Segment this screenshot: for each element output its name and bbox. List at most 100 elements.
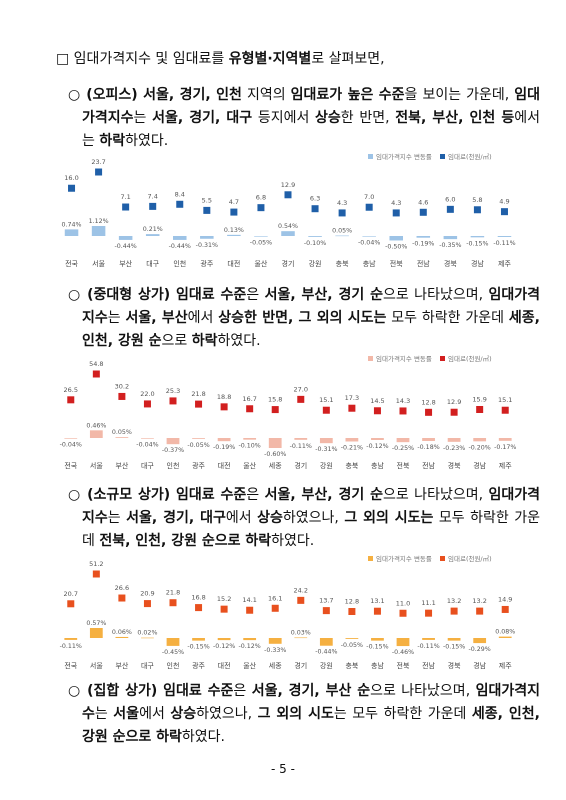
- rent-marker: [450, 607, 458, 615]
- change-bar: [145, 234, 160, 236]
- rent-marker: [338, 209, 346, 217]
- change-label: -0.15%: [366, 644, 388, 651]
- rent-label: 15.1: [319, 396, 333, 404]
- rent-label: 8.4: [175, 190, 185, 198]
- text-run: 는: [133, 110, 153, 126]
- category-label: 대구: [141, 462, 154, 470]
- category-label: 전국: [64, 461, 77, 470]
- rent-marker: [446, 205, 454, 213]
- text-run: 은: [246, 487, 265, 503]
- category-label: 대구: [141, 662, 154, 670]
- rent-marker: [297, 395, 305, 403]
- text-run: 상승: [170, 706, 197, 722]
- legend-swatch: [368, 154, 373, 159]
- rent-label: 18.8: [217, 393, 231, 401]
- change-label: 0.46%: [86, 422, 106, 429]
- rent-label: 25.3: [166, 387, 180, 395]
- category-label: 전남: [417, 259, 430, 268]
- rent-label: 30.2: [115, 382, 129, 390]
- category-label: 대구: [146, 260, 159, 268]
- text-run: 임대가격지수: [82, 683, 540, 722]
- change-label: -0.12%: [213, 643, 235, 650]
- rent-label: 15.9: [472, 395, 486, 403]
- legend-swatch: [440, 556, 445, 561]
- text-run: 하였다.: [181, 729, 226, 745]
- text-run: 전북, 인천, 강원 순으로 하락: [99, 533, 272, 549]
- rent-label: 54.8: [89, 360, 103, 368]
- legend-swatch: [368, 556, 373, 561]
- category-label: 전남: [422, 661, 435, 670]
- chart: 임대가격지수 변동률 임대료(천원/㎡) -0.04% 0.46% 0.05% -0.04…: [60, 354, 517, 470]
- rent-label: 7.1: [120, 193, 130, 201]
- change-bar: [89, 430, 103, 438]
- text-run: 그 외의 시도: [257, 706, 334, 722]
- rent-label: 27.0: [294, 385, 308, 393]
- paragraph: ○ (중대형 상가) 임대료 수준은 서울, 부산, 경기 순으로 나타났으며,…: [56, 284, 540, 353]
- category-label: 충남: [371, 661, 384, 670]
- category-label: 광주: [192, 662, 205, 670]
- change-bar: [115, 636, 129, 638]
- category-label: 경기: [282, 259, 295, 268]
- category-label: 대전: [218, 661, 231, 670]
- text-run: 상승: [257, 510, 283, 526]
- rent-marker: [149, 202, 157, 210]
- change-label: 1.12%: [89, 218, 109, 225]
- rent-label: 6.0: [445, 195, 455, 203]
- rent-marker: [271, 406, 279, 414]
- rent-label: 4.7: [229, 198, 239, 206]
- change-bar: [498, 438, 512, 441]
- change-label: 0.74%: [62, 221, 82, 228]
- category-label: 인천: [167, 461, 180, 470]
- rent-marker: [230, 208, 238, 216]
- category-label: 대전: [218, 461, 231, 470]
- change-label: -0.11%: [493, 240, 515, 247]
- text-run: ○ (중대형 상가) 임대료 수준: [68, 287, 247, 303]
- rent-marker: [373, 607, 381, 615]
- legend-label: 임대가격지수 변동률: [376, 554, 432, 563]
- category-label: 경기: [294, 461, 307, 470]
- change-bar: [141, 438, 154, 439]
- change-label: -0.21%: [341, 445, 363, 452]
- text-run: 하였으나,: [282, 510, 345, 526]
- legend-label: 임대료(천원/㎡): [448, 354, 492, 363]
- rent-label: 16.0: [64, 174, 78, 182]
- chart: 임대가격지수 변동률 임대료(천원/㎡) 0.74% 1.12% -0.44% 0.21%…: [62, 152, 516, 268]
- change-label: -0.25%: [392, 445, 414, 452]
- change-bar: [89, 628, 103, 638]
- category-label: 경남: [473, 461, 486, 470]
- change-label: 0.02%: [137, 630, 157, 637]
- rent-marker: [143, 600, 151, 608]
- text-run: 에서: [225, 510, 258, 526]
- change-bar: [416, 236, 431, 238]
- rent-label: 14.1: [242, 596, 256, 604]
- change-bar: [268, 438, 282, 448]
- text-run: 하락: [191, 333, 218, 349]
- text-run: 서울, 부산, 경기 순: [264, 287, 383, 303]
- change-bar: [217, 638, 231, 641]
- change-bar: [268, 638, 282, 644]
- change-bar: [443, 236, 458, 240]
- text-run: 서울, 부산, 경기 순: [264, 487, 383, 503]
- rent-marker: [67, 600, 75, 608]
- category-label: 울산: [254, 259, 267, 268]
- rent-label: 17.3: [345, 394, 359, 402]
- rent-marker: [425, 609, 433, 617]
- change-label: -0.05%: [250, 239, 272, 246]
- change-label: -0.35%: [439, 242, 461, 249]
- change-bar: [422, 438, 435, 441]
- category-label: 전국: [64, 661, 77, 670]
- change-label: -0.31%: [315, 446, 337, 453]
- rent-label: 12.8: [421, 398, 435, 406]
- change-bar: [281, 231, 295, 236]
- rent-marker: [143, 400, 151, 408]
- category-label: 충북: [345, 661, 358, 670]
- rent-label: 26.6: [115, 584, 129, 592]
- rent-marker: [399, 609, 407, 617]
- text-run: 하였다.: [217, 333, 261, 349]
- category-label: 경남: [471, 259, 484, 268]
- category-label: 제주: [499, 662, 512, 670]
- rent-label: 13.1: [370, 597, 384, 605]
- rent-label: 16.1: [268, 594, 282, 602]
- change-label: -0.05%: [187, 442, 209, 449]
